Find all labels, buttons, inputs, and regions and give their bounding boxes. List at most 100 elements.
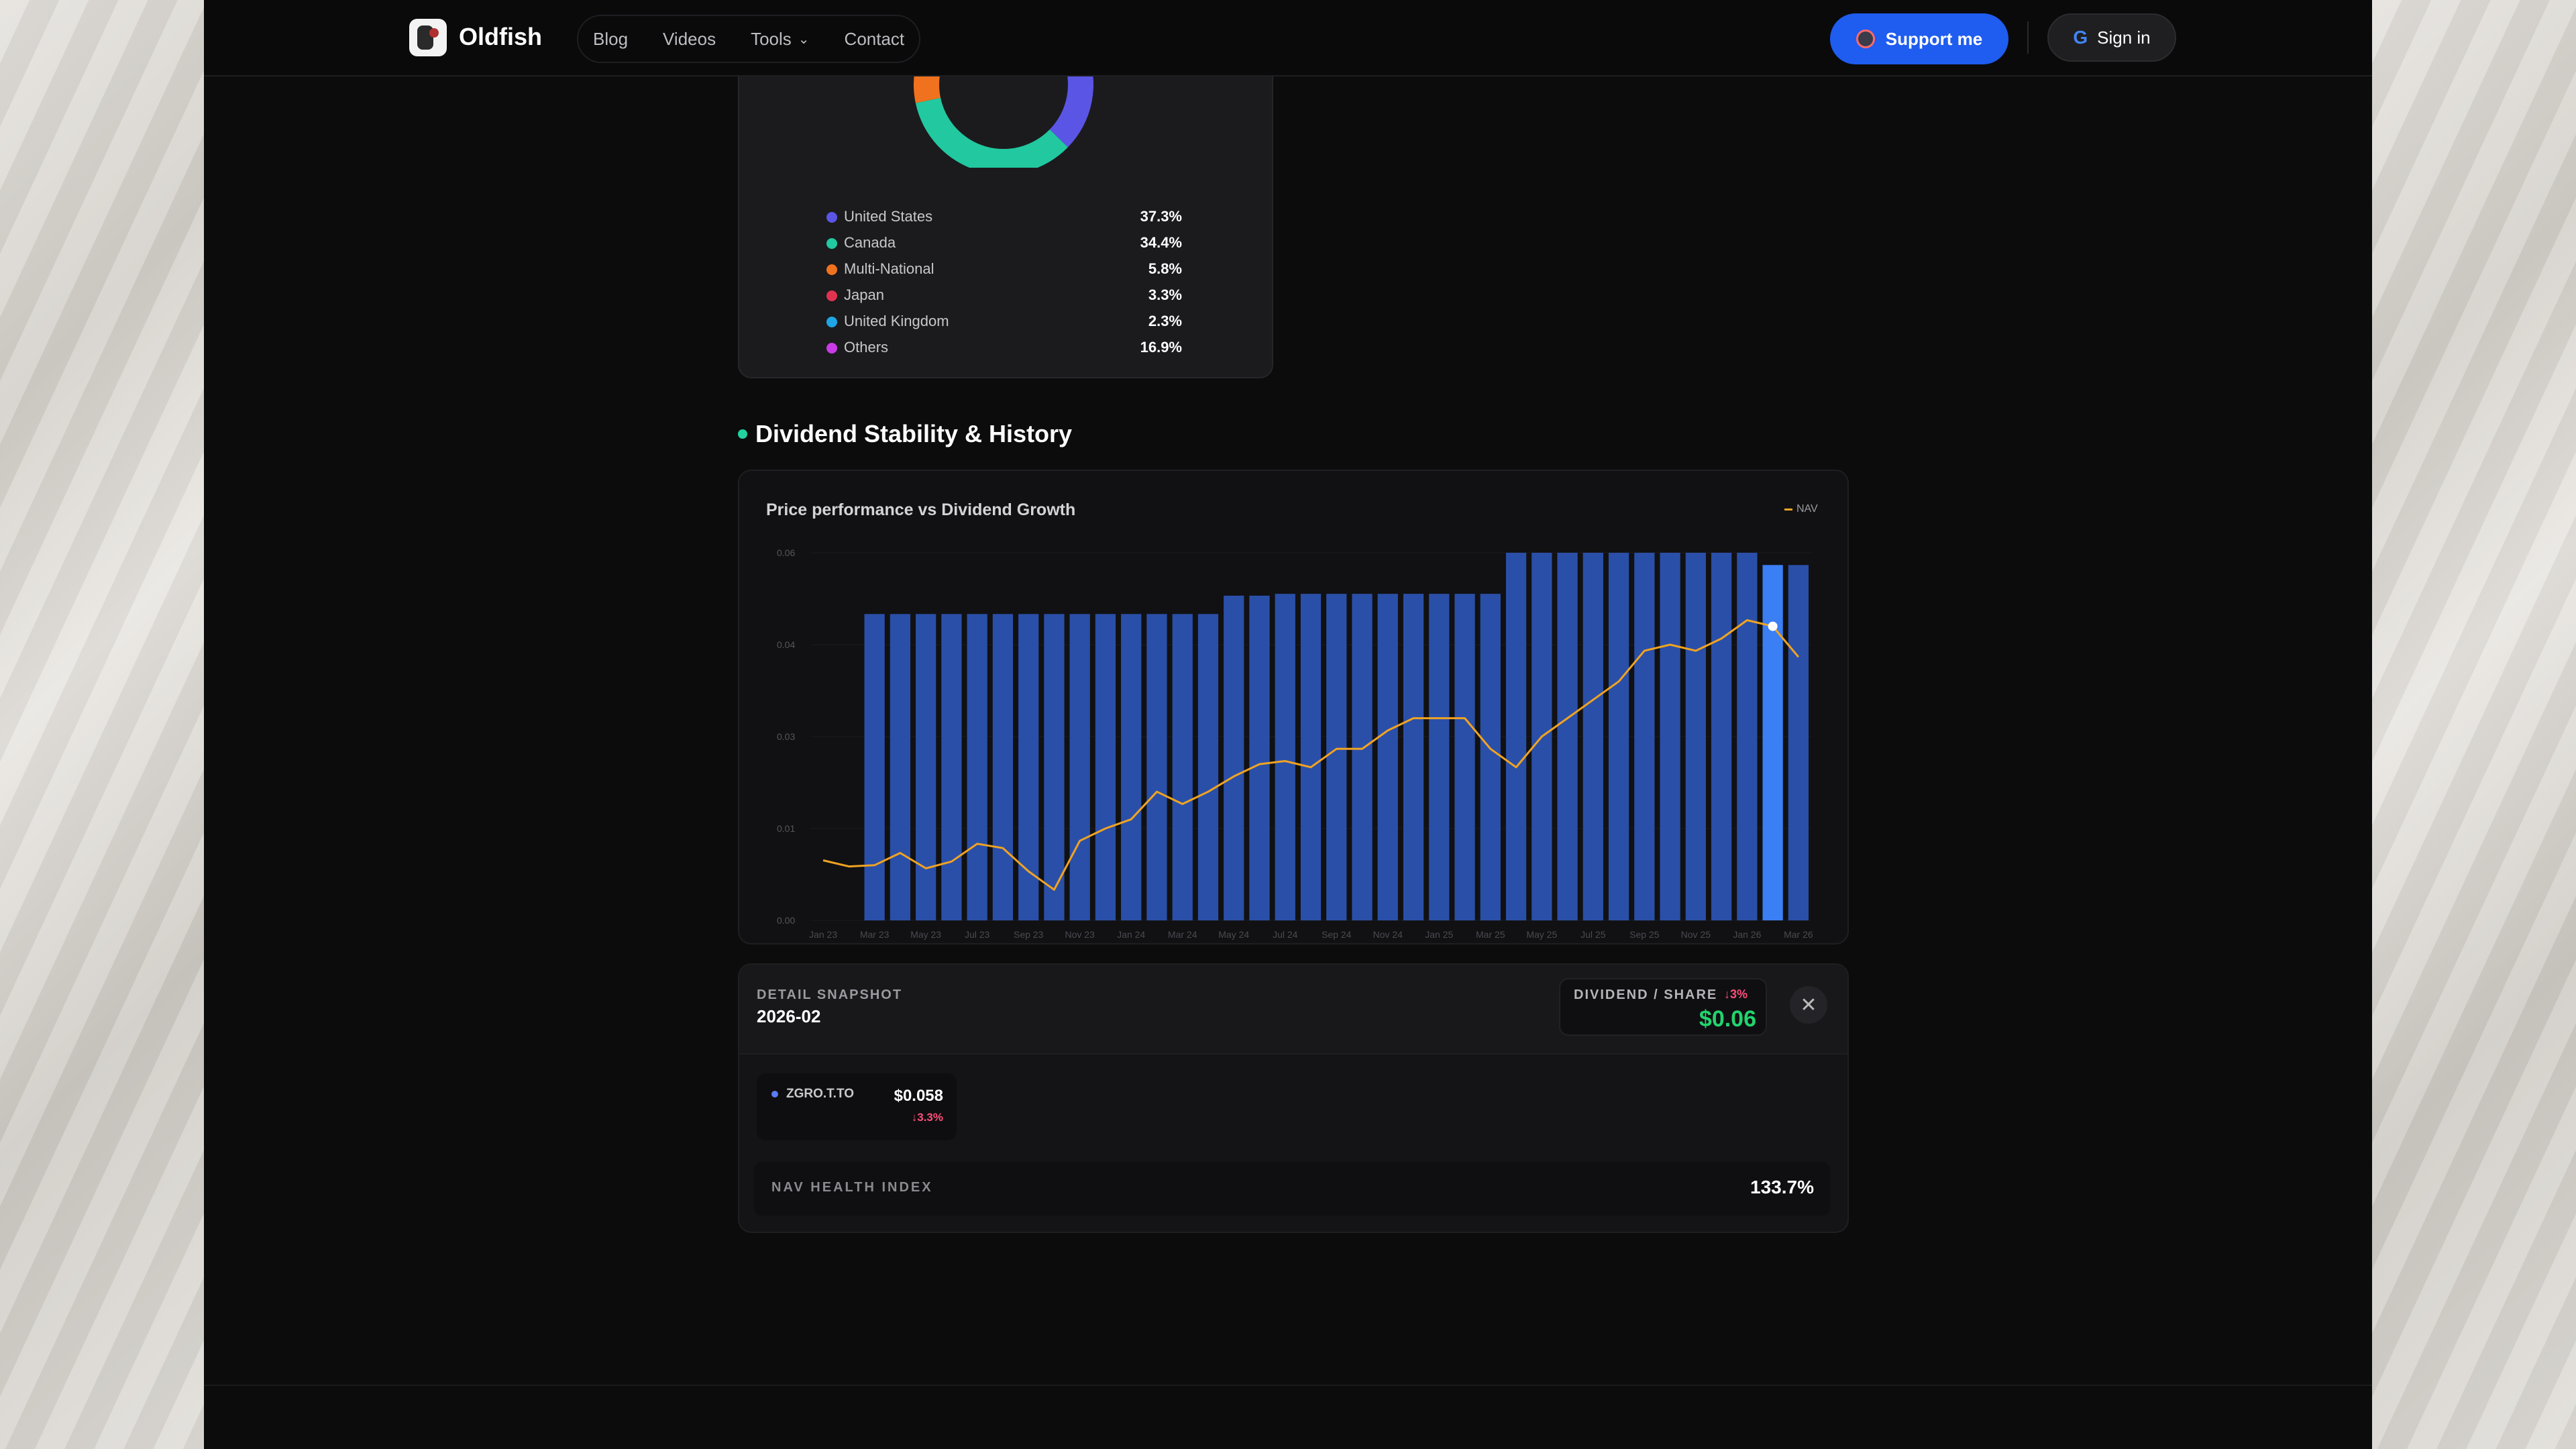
chevron-down-icon: ⌄ (798, 32, 810, 47)
section-bullet-icon (738, 429, 747, 439)
section-title: Dividend Stability & History (755, 420, 1073, 447)
donut-slice[interactable] (914, 70, 941, 103)
dividend-bar[interactable] (1095, 614, 1116, 920)
oldfish-logo-icon[interactable] (409, 19, 447, 56)
dividend-bar[interactable] (1660, 553, 1680, 920)
dividend-bar[interactable] (1505, 553, 1527, 920)
chart-legend: NAV (1784, 503, 1818, 515)
dividend-bar[interactable] (1275, 594, 1295, 920)
legend-color-dot (826, 264, 837, 275)
dividend-bar[interactable] (1634, 553, 1655, 920)
support-button[interactable]: Support me (1830, 13, 2008, 64)
background-left (0, 0, 204, 1449)
x-tick-label: Jan 24 (1117, 929, 1145, 940)
dividend-history-chart[interactable]: 0.00 0.01 0.03 0.04 0.06 Jan 23 Mar 23 May 23 Ju… (738, 470, 1849, 945)
dividend-bar[interactable] (1711, 553, 1732, 920)
dividend-bar[interactable] (1480, 594, 1501, 920)
dividend-bar[interactable] (941, 614, 962, 920)
ticker-dot-icon (771, 1091, 778, 1097)
dividend-bar[interactable] (1249, 595, 1270, 920)
dividend-bar[interactable] (1788, 565, 1809, 920)
nav-videos[interactable]: Videos (663, 28, 716, 49)
dividend-bar[interactable] (1403, 594, 1424, 920)
legend-item: Multi-National 5.8% (826, 259, 1182, 285)
dividend-bar[interactable] (1069, 614, 1090, 920)
ticker-name: ZGRO.T.TO (786, 1087, 854, 1101)
dividend-bar[interactable] (1557, 553, 1578, 920)
y-tick-label: 0.00 (777, 915, 795, 926)
background-right (2372, 0, 2576, 1449)
dividend-bar[interactable] (1429, 594, 1450, 920)
dividend-bar[interactable] (916, 614, 936, 920)
legend-country-pct: 3.3% (1148, 286, 1182, 303)
dividend-bar[interactable] (1352, 594, 1373, 920)
y-tick-label: 0.03 (777, 731, 795, 742)
ticker-value: $0.058 (894, 1087, 943, 1105)
dividend-bar[interactable] (1685, 553, 1706, 920)
dividend-bar[interactable] (890, 614, 911, 920)
dividend-bar[interactable] (1762, 565, 1783, 920)
nav-health-label: NAV HEALTH INDEX (771, 1180, 933, 1195)
top-navbar: Oldfish Blog Videos Tools ⌄ Contact Suppo… (204, 0, 2372, 76)
legend-item: United Kingdom 2.3% (826, 311, 1182, 337)
dps-value: $0.06 (1699, 1006, 1756, 1032)
nav-tools-label: Tools (751, 28, 792, 49)
brand-name[interactable]: Oldfish (459, 23, 542, 50)
x-tick-label: Jan 25 (1425, 929, 1453, 940)
legend-color-dot (826, 238, 837, 249)
nav-divider (2027, 21, 2029, 54)
legend-color-dot (826, 317, 837, 327)
ticker-change: ↓3.3% (911, 1111, 943, 1124)
legend-country-pct: 16.9% (1140, 339, 1182, 356)
dividend-bar[interactable] (1044, 614, 1065, 920)
legend-item: Canada 34.4% (826, 233, 1182, 259)
dividend-bar[interactable] (1326, 594, 1347, 920)
dividend-bar[interactable] (1018, 614, 1039, 920)
dividend-bar[interactable] (864, 614, 885, 920)
x-tick-label: Mar 25 (1476, 929, 1505, 940)
donut-slice[interactable] (915, 97, 1068, 168)
x-tick-label: Nov 24 (1373, 929, 1403, 940)
legend-country-name: Multi-National (844, 260, 934, 277)
dividend-bar[interactable] (1582, 553, 1603, 920)
dps-box (1559, 978, 1767, 1036)
ticker-card[interactable] (757, 1073, 957, 1140)
dividend-bar[interactable] (1121, 614, 1142, 920)
detail-period: 2026-02 (757, 1006, 821, 1026)
dps-change: ↓3% (1724, 987, 1748, 1001)
sign-in-button[interactable]: G Sign in (2047, 13, 2176, 62)
dividend-bar[interactable] (1608, 553, 1629, 920)
dividend-bar[interactable] (1146, 614, 1167, 920)
dividend-bar[interactable] (1300, 594, 1322, 920)
dividend-bar[interactable] (1172, 614, 1193, 920)
y-tick-label: 0.04 (777, 639, 795, 650)
legend-country-name: Canada (844, 234, 896, 251)
x-tick-label: Mar 24 (1168, 929, 1197, 940)
dividend-bar[interactable] (1197, 614, 1219, 920)
legend-color-dot (826, 343, 837, 354)
dividend-bar[interactable] (1224, 595, 1244, 920)
detail-label: DETAIL SNAPSHOT (757, 987, 903, 1002)
x-tick-label: Sep 23 (1014, 929, 1044, 940)
nav-legend-swatch (1784, 508, 1792, 511)
nav-contact[interactable]: Contact (844, 28, 905, 49)
x-tick-label: Jan 26 (1733, 929, 1761, 940)
dividend-bar[interactable] (1737, 553, 1758, 920)
sign-in-label: Sign in (2097, 27, 2151, 48)
dividend-bar[interactable] (1454, 594, 1475, 920)
support-label: Support me (1885, 28, 1983, 49)
close-icon[interactable]: ✕ (1790, 986, 1827, 1024)
dividend-bar[interactable] (992, 614, 1014, 920)
x-tick-label: Nov 25 (1681, 929, 1711, 940)
nav-blog[interactable]: Blog (593, 28, 629, 49)
x-tick-label: May 23 (910, 929, 941, 940)
dps-label: DIVIDEND / SHARE (1574, 987, 1718, 1002)
nav-tools[interactable]: Tools ⌄ (751, 29, 809, 50)
x-tick-label: Jul 24 (1273, 929, 1298, 940)
legend-color-dot (826, 290, 837, 301)
dividend-bar[interactable] (967, 614, 987, 920)
legend-country-pct: 34.4% (1140, 234, 1182, 251)
legend-country-pct: 5.8% (1148, 260, 1182, 277)
dividend-bar[interactable] (1377, 594, 1398, 920)
legend-country-pct: 2.3% (1148, 313, 1182, 329)
